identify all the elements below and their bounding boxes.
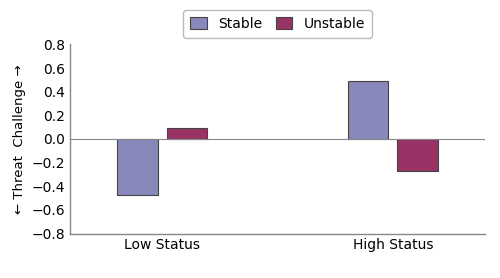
Bar: [167, 128, 207, 139]
Y-axis label: ← Threat  Challenge →: ← Threat Challenge →: [13, 64, 26, 214]
Legend: Stable, Unstable: Stable, Unstable: [183, 10, 372, 38]
Bar: [348, 81, 388, 139]
Bar: [118, 139, 158, 195]
Bar: [398, 139, 438, 171]
